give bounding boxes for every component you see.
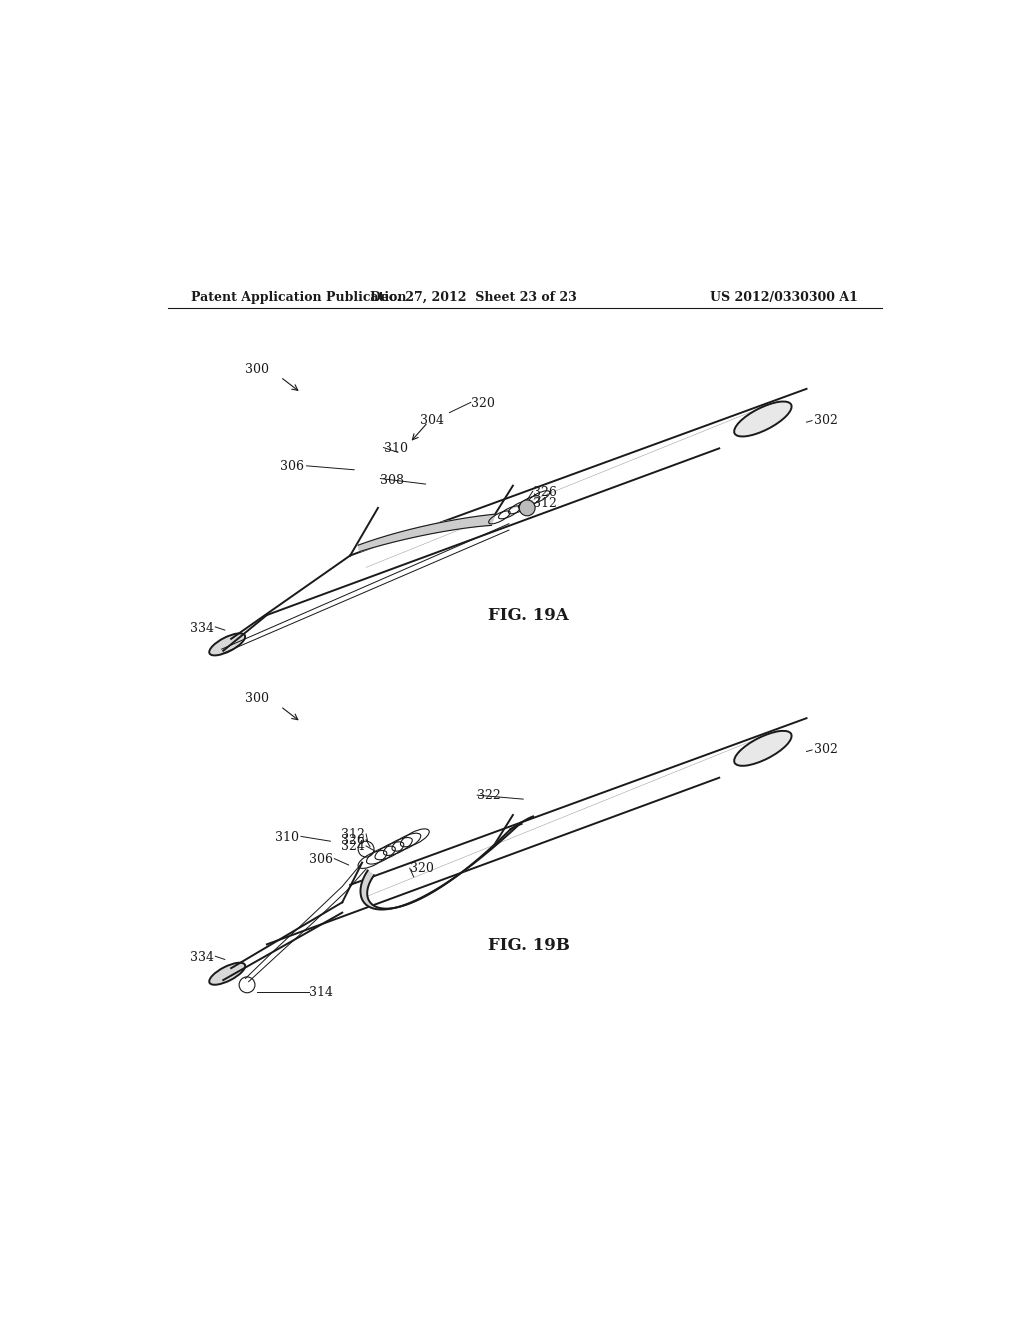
Text: 302: 302 bbox=[814, 743, 839, 756]
Text: 310: 310 bbox=[384, 442, 408, 455]
Text: 326: 326 bbox=[532, 486, 557, 499]
Text: 334: 334 bbox=[189, 952, 214, 965]
Text: 312: 312 bbox=[341, 828, 365, 841]
Ellipse shape bbox=[209, 634, 245, 656]
Text: 312: 312 bbox=[532, 496, 557, 510]
Text: 306: 306 bbox=[309, 853, 333, 866]
Text: 334: 334 bbox=[189, 622, 214, 635]
Text: FIG. 19A: FIG. 19A bbox=[488, 606, 569, 623]
Text: 300: 300 bbox=[246, 692, 269, 705]
Polygon shape bbox=[360, 822, 521, 909]
Text: 326: 326 bbox=[341, 834, 365, 847]
Text: FIG. 19B: FIG. 19B bbox=[487, 937, 569, 954]
Text: US 2012/0330300 A1: US 2012/0330300 A1 bbox=[711, 292, 858, 304]
Ellipse shape bbox=[734, 401, 792, 437]
Text: 304: 304 bbox=[420, 414, 444, 428]
Text: Patent Application Publication: Patent Application Publication bbox=[191, 292, 407, 304]
Text: Dec. 27, 2012  Sheet 23 of 23: Dec. 27, 2012 Sheet 23 of 23 bbox=[370, 292, 577, 304]
Text: 324: 324 bbox=[341, 841, 365, 853]
Text: 310: 310 bbox=[274, 830, 299, 843]
Text: 322: 322 bbox=[477, 789, 501, 803]
Circle shape bbox=[519, 500, 536, 516]
Text: 320: 320 bbox=[471, 396, 495, 409]
Text: 306: 306 bbox=[281, 461, 304, 473]
Ellipse shape bbox=[734, 731, 792, 766]
Text: 320: 320 bbox=[410, 862, 433, 875]
Text: 300: 300 bbox=[246, 363, 269, 376]
Text: 314: 314 bbox=[309, 986, 333, 999]
Text: 308: 308 bbox=[380, 474, 404, 487]
Text: 302: 302 bbox=[814, 414, 839, 428]
Polygon shape bbox=[358, 515, 495, 552]
Ellipse shape bbox=[209, 962, 245, 985]
